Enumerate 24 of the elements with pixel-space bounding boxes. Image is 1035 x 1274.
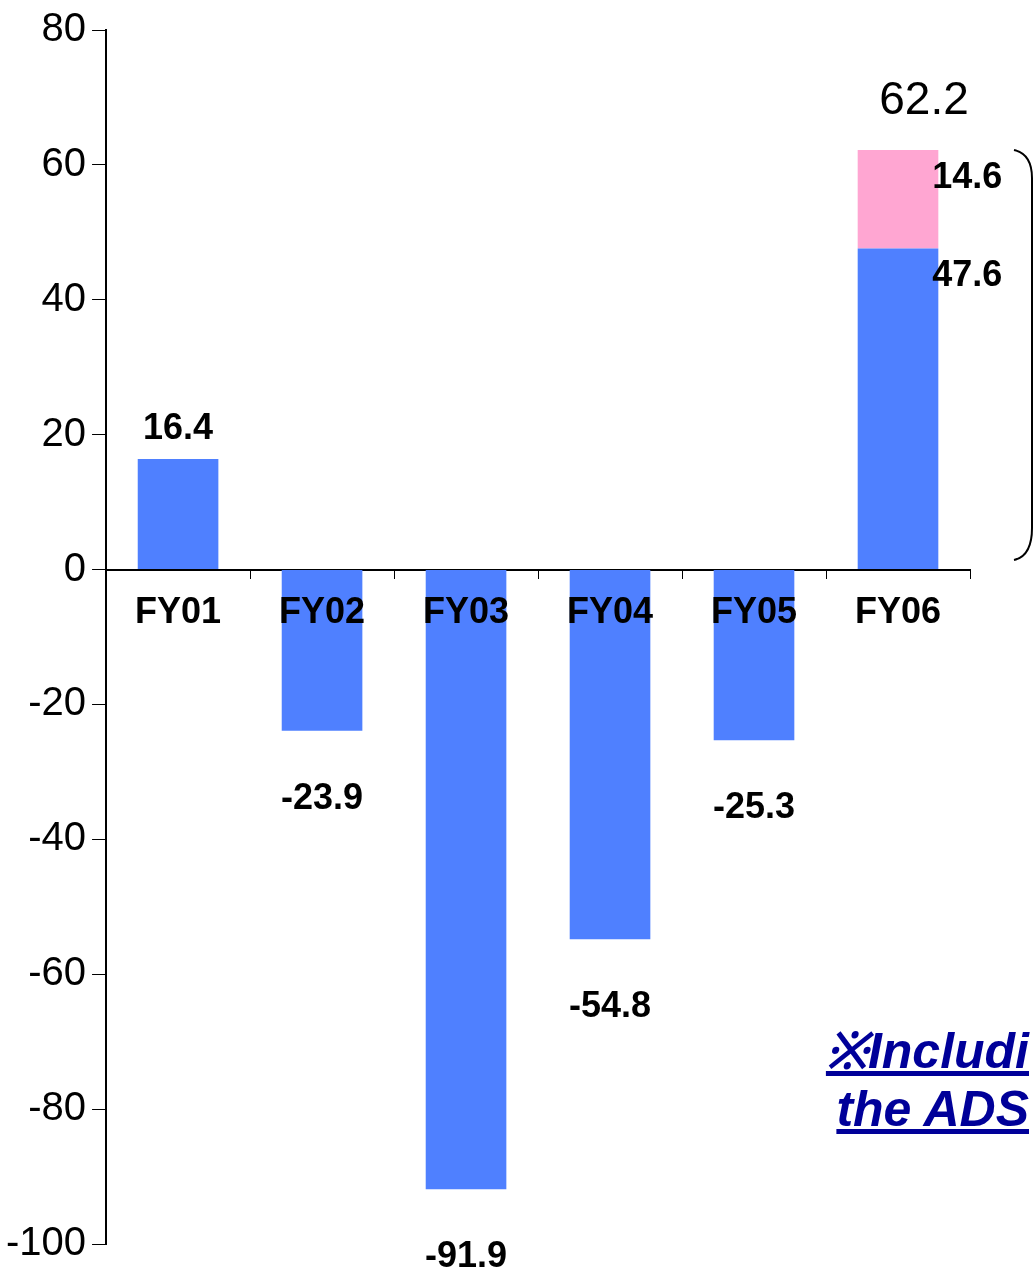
y-tick-label: -60 [28,949,87,994]
y-tick-label: -80 [28,1084,87,1129]
data-label: -25.3 [712,785,796,827]
data-label: -23.9 [281,775,364,817]
y-tick-label: 40 [41,274,87,319]
bar [137,458,219,570]
data-label: -91.9 [425,1234,508,1274]
y-tick-label: -40 [28,814,87,859]
y-tick-label: 0 [63,544,87,589]
y-tick-label: -100 [6,1219,87,1264]
annotation: ※Includi [825,1023,1029,1079]
data-label: -54.8 [568,984,652,1026]
annotation: the ADS [836,1081,1029,1137]
x-tick-label: FY01 [135,590,222,632]
y-tick-label: 20 [41,409,87,454]
data-label: 16.4 [143,405,214,447]
data-label: 14.6 [932,154,1003,196]
bar [569,570,651,940]
y-tick-label: 80 [41,5,87,50]
x-tick-label: FY06 [854,590,942,632]
y-tick-label: -20 [28,679,87,724]
y-tick-label: 60 [41,139,87,184]
bar [425,570,507,1190]
total-label: 62.2 [879,71,969,124]
